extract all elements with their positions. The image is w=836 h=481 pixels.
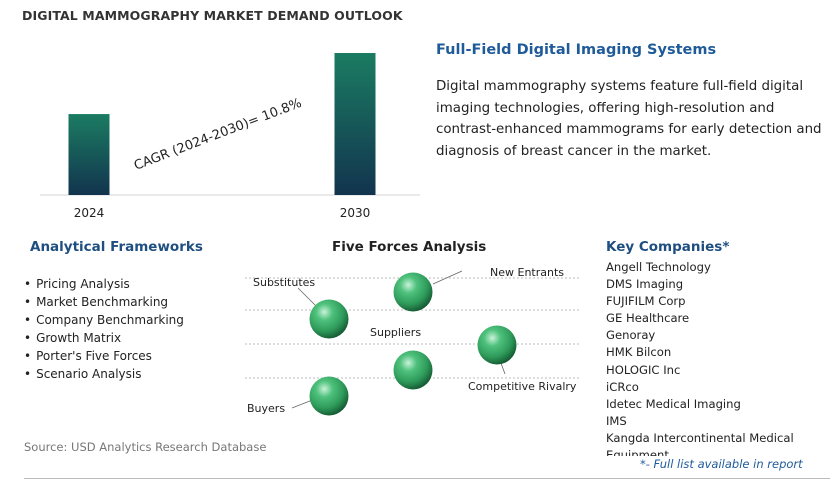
bar-2024 xyxy=(68,114,110,195)
list-item: Market Benchmarking xyxy=(24,293,184,311)
connector-line xyxy=(432,270,463,285)
company-item: iCRco xyxy=(606,379,639,394)
companies-heading: Key Companies* xyxy=(606,239,730,255)
companies-footnote: *- Full list available in report xyxy=(640,457,803,471)
force-label-new-entrants: New Entrants xyxy=(490,266,564,279)
company-item: HMK Bilcon xyxy=(606,345,672,360)
competitive-rivalry-ball xyxy=(477,325,517,365)
five-forces-diagram: Substitutes New Entrants Suppliers Compe… xyxy=(245,266,580,416)
substitutes-ball xyxy=(309,299,349,339)
list-item: Growth Matrix xyxy=(24,329,184,347)
company-item: FUJIFILM Corp xyxy=(606,294,686,309)
source-note: Source: USD Analytics Research Database xyxy=(24,440,267,454)
new-entrants-ball xyxy=(393,272,433,312)
companies-list: Angell Technology DMS Imaging FUJIFILM C… xyxy=(606,259,826,456)
section-description: Digital mammography systems feature full… xyxy=(436,79,822,159)
list-item: Company Benchmarking xyxy=(24,311,184,329)
company-item: HOLOGIC Inc xyxy=(606,362,681,377)
page-title: DIGITAL MAMMOGRAPHY MARKET DEMAND OUTLOO… xyxy=(22,8,403,23)
force-label-competitive-rivalry: Competitive Rivalry xyxy=(468,380,577,393)
x-tick-label: 2024 xyxy=(74,206,105,220)
company-item: Genoray xyxy=(606,328,656,343)
list-item: Pricing Analysis xyxy=(24,275,184,293)
x-tick-label: 2030 xyxy=(340,206,371,220)
suppliers-ball xyxy=(393,350,433,390)
frameworks-heading: Analytical Frameworks xyxy=(30,239,203,255)
list-item: Porter's Five Forces xyxy=(24,347,184,365)
demand-bar-chart: 2024 2030 CAGR (2024-2030)= 10.8% xyxy=(40,53,420,220)
five-forces-heading: Five Forces Analysis xyxy=(332,239,487,255)
list-item: Scenario Analysis xyxy=(24,365,184,383)
company-item: GE Healthcare xyxy=(606,311,690,326)
force-label-suppliers: Suppliers xyxy=(370,326,421,339)
force-label-buyers: Buyers xyxy=(247,402,285,415)
cagr-annotation: CAGR (2024-2030)= 10.8% xyxy=(132,96,304,174)
section-heading: Full-Field Digital Imaging Systems xyxy=(436,42,717,58)
company-item: DMS Imaging xyxy=(606,277,684,292)
company-item: IMS xyxy=(606,413,627,428)
company-item: Kangda Intercontinental Medical Equipmen… xyxy=(606,430,794,456)
frameworks-list: Pricing Analysis Market Benchmarking Com… xyxy=(24,275,184,383)
bar-2030 xyxy=(334,53,376,195)
force-label-substitutes: Substitutes xyxy=(253,276,315,289)
company-item: Angell Technology xyxy=(606,260,711,274)
bottom-divider xyxy=(24,478,830,479)
connector-line xyxy=(297,287,317,307)
buyers-ball xyxy=(309,376,349,416)
company-item: Idetec Medical Imaging xyxy=(606,396,741,411)
